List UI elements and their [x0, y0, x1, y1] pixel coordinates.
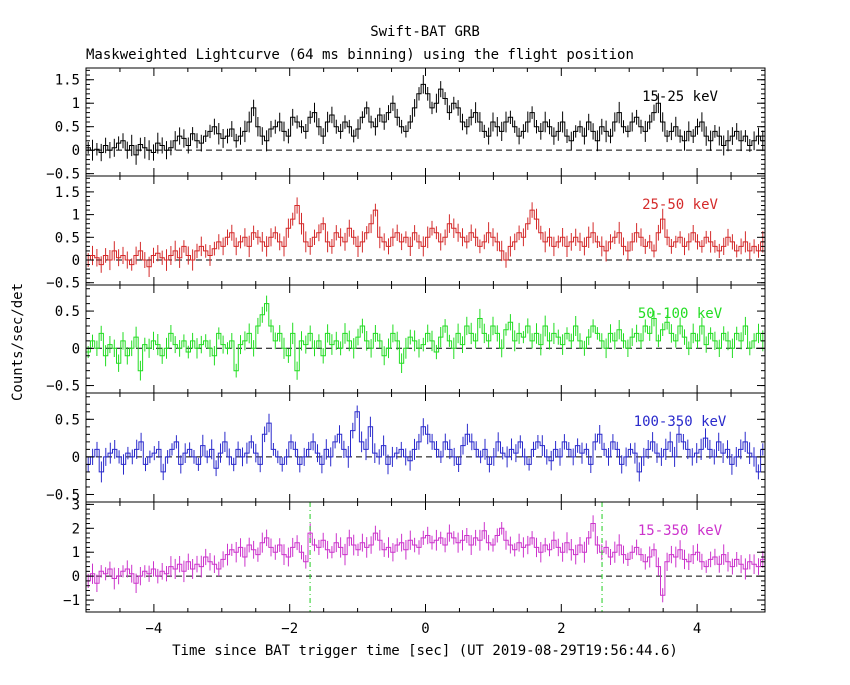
y-tick-label: 0.5	[55, 120, 80, 136]
panel-3: −0.5 0 0.5 50-100 keV	[46, 284, 766, 395]
y-tick-label: 1.5	[55, 185, 80, 201]
y-tick-label: 0	[72, 569, 80, 585]
y-tick-label: −0.5	[46, 487, 80, 503]
panel-4: −0.5 0 0.5 100-350 keV	[46, 392, 766, 503]
y-tick-label: 0.5	[55, 412, 80, 428]
lightcurve-line	[86, 411, 765, 473]
panel-2: −0.5 0 0.5 1 1.5 25-50 keV	[46, 175, 766, 292]
energy-band-label: 50-100 keV	[638, 306, 723, 322]
lightcurve-line	[86, 83, 765, 156]
lightcurve-line	[86, 303, 765, 372]
y-tick-label: −0.5	[46, 276, 80, 292]
energy-band-label: 25-50 keV	[642, 197, 718, 213]
x-tick-label: −4	[145, 621, 162, 637]
chart-subtitle: Maskweighted Lightcurve (64 ms binning) …	[86, 47, 634, 63]
y-tick-label: −0.5	[46, 167, 80, 183]
panel-data	[86, 502, 765, 612]
y-tick-label: 1	[72, 545, 80, 561]
panel-5: −1 0 1 2 3 15-350 keV	[63, 497, 766, 613]
x-tick-label: 0	[421, 621, 429, 637]
panel-frame	[85, 175, 766, 286]
y-tick-label: −0.5	[46, 379, 80, 395]
panel-data	[86, 197, 765, 277]
lightcurve-line	[86, 523, 765, 596]
y-tick-label: 1	[72, 208, 80, 224]
chart-title: Swift-BAT GRB	[370, 24, 480, 40]
y-tick-label: 0	[72, 341, 80, 357]
y-tick-label: 1	[72, 96, 80, 112]
y-axis-label: Counts/sec/det	[10, 283, 26, 401]
y-tick-label: 0.5	[55, 230, 80, 246]
energy-band-label: 15-350 keV	[638, 523, 723, 539]
energy-band-label: 100-350 keV	[634, 414, 727, 430]
panel-data	[86, 295, 765, 381]
panel-frame	[85, 392, 766, 503]
y-tick-label: 0	[72, 143, 80, 159]
x-tick-label: 4	[693, 621, 701, 637]
x-axis-label: Time since BAT trigger time [sec] (UT 20…	[172, 643, 678, 659]
y-tick-label: 0	[72, 450, 80, 466]
y-tick-label: 1.5	[55, 73, 80, 89]
y-tick-label: 3	[72, 497, 80, 513]
lightcurve-line	[86, 205, 765, 268]
y-tick-label: 2	[72, 521, 80, 537]
panel-data	[86, 405, 765, 483]
energy-band-label: 15-25 keV	[642, 89, 718, 105]
panel-1: −0.5 0 0.5 1 1.5 15-25 keV	[46, 67, 766, 183]
y-tick-label: 0	[72, 253, 80, 269]
y-tick-label: −1	[63, 593, 80, 609]
x-tick-label: −2	[281, 621, 298, 637]
y-tick-label: 0.5	[55, 304, 80, 320]
panel-data	[86, 75, 765, 165]
x-tick-label: 2	[557, 621, 565, 637]
panels-layer: −0.5 0 0.5 1 1.5 15-25 keV −0.5 0 0.5 1 1.5 25-50 k…	[46, 67, 766, 637]
